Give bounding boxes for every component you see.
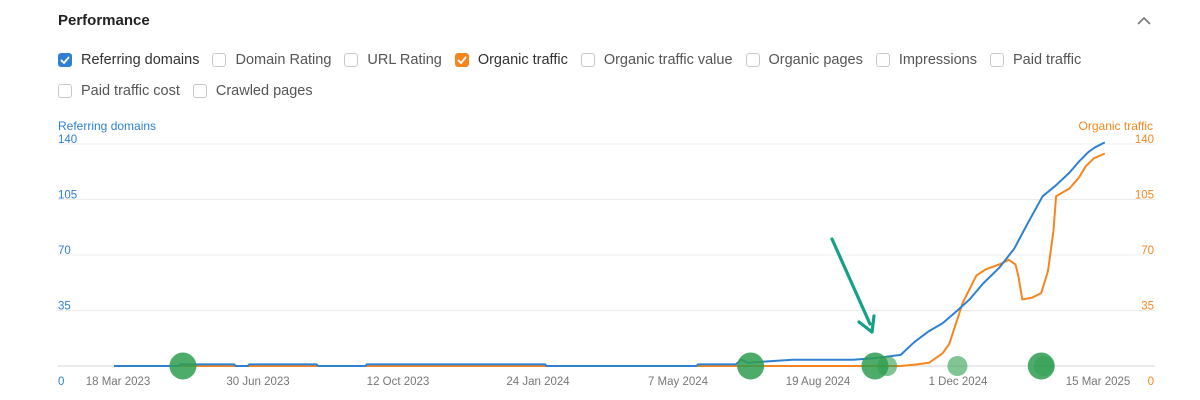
checkbox-domain-rating[interactable]: Domain Rating xyxy=(212,52,331,68)
annotation-marker xyxy=(877,356,898,376)
annotation-marker xyxy=(737,352,765,380)
checkbox-label: Organic traffic xyxy=(477,52,568,68)
right-y-tick: 140 xyxy=(1135,134,1154,146)
checkbox-unchecked-icon[interactable] xyxy=(580,53,595,67)
checkbox-label: Paid traffic cost xyxy=(81,83,180,99)
left-y-tick: 70 xyxy=(58,245,71,257)
checkbox-unchecked-icon[interactable] xyxy=(745,53,760,67)
checkbox-unchecked-icon[interactable] xyxy=(875,53,890,67)
checkbox-paid-traffic-cost[interactable]: Paid traffic cost xyxy=(58,83,180,99)
checkbox-organic-traffic[interactable]: Organic traffic xyxy=(454,52,568,68)
x-tick-label: 7 May 2024 xyxy=(648,376,709,388)
x-tick-label: 30 Jun 2023 xyxy=(226,376,289,388)
right-y-tick: 105 xyxy=(1135,190,1154,202)
checkbox-referring-domains[interactable]: Referring domains xyxy=(58,52,199,68)
right-y-tick: 35 xyxy=(1141,301,1154,313)
checkbox-paid-traffic[interactable]: Paid traffic xyxy=(990,52,1081,68)
checkbox-label: Crawled pages xyxy=(215,83,313,99)
annotation-marker xyxy=(169,352,197,380)
metric-options: Referring domains Domain Rating URL Rating… xyxy=(58,50,1158,112)
checkbox-organic-pages[interactable]: Organic pages xyxy=(745,52,863,68)
checkbox-unchecked-icon[interactable] xyxy=(192,84,207,98)
checkbox-checked-icon[interactable] xyxy=(58,53,72,67)
series-line-organic-traffic xyxy=(114,152,1106,367)
annotation-arrow-icon xyxy=(830,237,872,326)
left-y-tick: 140 xyxy=(58,134,77,146)
checkbox-unchecked-icon[interactable] xyxy=(212,53,227,67)
right-y-tick: 70 xyxy=(1141,245,1154,257)
x-tick-label: 19 Aug 2024 xyxy=(786,376,851,388)
checkbox-organic-traffic-value[interactable]: Organic traffic value xyxy=(580,52,733,68)
checkbox-crawled-pages[interactable]: Crawled pages xyxy=(192,83,313,99)
checkbox-label: Paid traffic xyxy=(1013,52,1082,68)
checkbox-url-rating[interactable]: URL Rating xyxy=(344,52,442,68)
performance-title: Performance xyxy=(58,12,150,29)
x-tick-label: 1 Dec 2024 xyxy=(929,376,988,388)
left-y-tick: 35 xyxy=(58,301,71,313)
x-tick-label: 24 Jan 2024 xyxy=(506,376,570,388)
checkbox-unchecked-icon[interactable] xyxy=(990,53,1004,67)
checkbox-label: Domain Rating xyxy=(235,52,332,68)
annotation-marker xyxy=(1033,356,1054,376)
checkbox-label: Organic traffic value xyxy=(603,52,733,68)
checkbox-label: URL Rating xyxy=(367,52,442,68)
checkbox-label: Impressions xyxy=(898,52,977,68)
x-tick-label: 12 Oct 2023 xyxy=(367,376,430,388)
checkbox-unchecked-icon[interactable] xyxy=(344,53,359,67)
right-y-tick: 0 xyxy=(1148,376,1154,388)
left-y-tick: 0 xyxy=(58,376,64,388)
right-axis-title: Organic traffic xyxy=(1078,119,1153,133)
checkbox-label: Organic pages xyxy=(768,52,863,68)
annotation-marker xyxy=(947,356,968,376)
collapse-chevron-icon[interactable] xyxy=(1134,10,1154,30)
annotation-arrowhead-icon xyxy=(857,314,876,334)
checkbox-unchecked-icon[interactable] xyxy=(58,84,72,98)
left-y-tick: 105 xyxy=(58,190,77,202)
checkbox-label: Referring domains xyxy=(81,52,200,68)
checkbox-impressions[interactable]: Impressions xyxy=(875,52,977,68)
x-tick-label: 15 Mar 2025 xyxy=(1066,376,1131,388)
checkbox-checked-icon[interactable] xyxy=(454,53,469,67)
left-axis-title: Referring domains xyxy=(58,119,157,133)
x-tick-label: 18 Mar 2023 xyxy=(86,376,151,388)
series-line-referring-domains xyxy=(114,141,1106,367)
